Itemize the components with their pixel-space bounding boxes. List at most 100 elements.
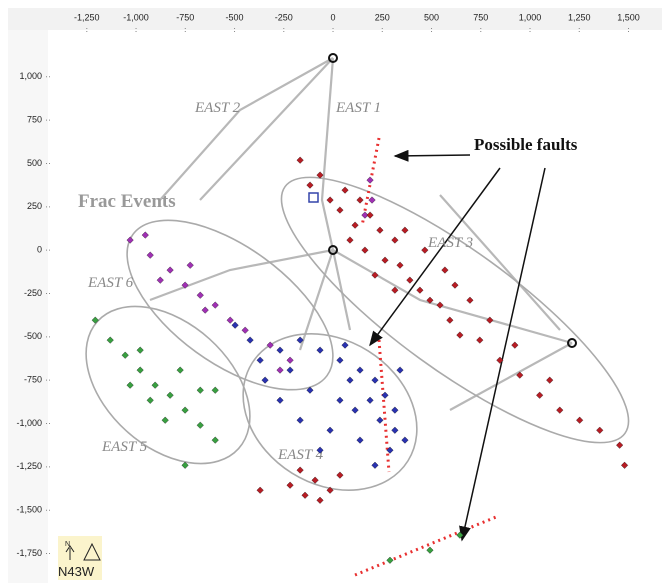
point xyxy=(381,391,389,399)
point xyxy=(316,346,324,354)
point xyxy=(211,386,219,394)
point xyxy=(336,471,344,479)
annotation: Possible faults xyxy=(474,135,578,154)
point xyxy=(146,396,154,404)
x-tick-label: 1,000 xyxy=(519,12,542,22)
point xyxy=(161,416,169,424)
point xyxy=(261,376,269,384)
annotation: EAST 2 xyxy=(194,100,241,116)
point xyxy=(316,496,324,504)
point xyxy=(386,556,394,564)
point xyxy=(326,426,334,434)
annotation: EAST 4 xyxy=(277,447,324,463)
point xyxy=(416,286,424,294)
arrow xyxy=(459,167,546,542)
point xyxy=(231,321,239,329)
point xyxy=(396,366,404,374)
y-tick-label: -500 xyxy=(24,331,42,341)
point xyxy=(306,386,314,394)
point xyxy=(401,436,409,444)
point xyxy=(466,296,474,304)
point xyxy=(406,276,414,284)
point xyxy=(421,246,429,254)
north-label: N xyxy=(65,541,70,548)
y-tick-label: -1,500 xyxy=(16,505,42,515)
point xyxy=(296,156,304,164)
point xyxy=(371,376,379,384)
point xyxy=(146,251,154,259)
point xyxy=(326,196,334,204)
point xyxy=(296,466,304,474)
y-tick-label: 250 xyxy=(27,201,42,211)
point xyxy=(556,406,564,414)
point xyxy=(368,196,376,204)
ellipse-east-1 xyxy=(280,176,630,444)
point xyxy=(196,291,204,299)
x-tick-label: 500 xyxy=(424,12,439,22)
point xyxy=(141,231,149,239)
point xyxy=(596,426,604,434)
overlay: N N43W EAST 2 EAST 1 EAST 3 EAST 6 EAST … xyxy=(58,53,630,580)
point xyxy=(316,446,324,454)
point xyxy=(351,406,359,414)
point xyxy=(181,406,189,414)
point xyxy=(366,211,374,219)
point xyxy=(311,476,319,484)
point xyxy=(151,381,159,389)
point xyxy=(286,366,294,374)
point xyxy=(391,426,399,434)
point xyxy=(456,331,464,339)
y-tick-label: 750 xyxy=(27,115,42,125)
point xyxy=(166,266,174,274)
point xyxy=(266,341,274,349)
point xyxy=(391,236,399,244)
well-head xyxy=(328,53,338,63)
point xyxy=(356,366,364,374)
point xyxy=(336,206,344,214)
north-box xyxy=(58,536,102,580)
point xyxy=(121,351,129,359)
point xyxy=(376,416,384,424)
point xyxy=(126,236,134,244)
annotation: EAST 6 xyxy=(87,275,134,291)
y-tick-label: -250 xyxy=(24,288,42,298)
x-tick-label: 750 xyxy=(473,12,488,22)
point xyxy=(391,286,399,294)
point xyxy=(156,276,164,284)
y-tick-label: 1,000 xyxy=(19,71,42,81)
point xyxy=(426,296,434,304)
arrow xyxy=(393,149,471,162)
point xyxy=(256,356,264,364)
point xyxy=(286,356,294,364)
point xyxy=(366,396,374,404)
point xyxy=(196,386,204,394)
point xyxy=(486,316,494,324)
point xyxy=(316,171,324,179)
orientation-label: N43W xyxy=(58,564,95,579)
point xyxy=(136,366,144,374)
point xyxy=(336,356,344,364)
well-head xyxy=(328,245,338,255)
point xyxy=(496,356,504,364)
point xyxy=(436,301,444,309)
point xyxy=(356,436,364,444)
x-tick-label: -500 xyxy=(226,12,244,22)
point xyxy=(516,371,524,379)
y-tick-label: -1,250 xyxy=(16,461,42,471)
y-tick-label: 500 xyxy=(27,158,42,168)
point xyxy=(446,316,454,324)
y-tick-label: -1,000 xyxy=(16,418,42,428)
point xyxy=(201,306,209,314)
point xyxy=(166,391,174,399)
point xyxy=(226,316,234,324)
point xyxy=(546,376,554,384)
point xyxy=(536,391,544,399)
point xyxy=(136,346,144,354)
point xyxy=(306,181,314,189)
point xyxy=(276,396,284,404)
point xyxy=(336,396,344,404)
point xyxy=(341,341,349,349)
point xyxy=(381,256,389,264)
annotation: EAST 3 xyxy=(427,235,473,251)
